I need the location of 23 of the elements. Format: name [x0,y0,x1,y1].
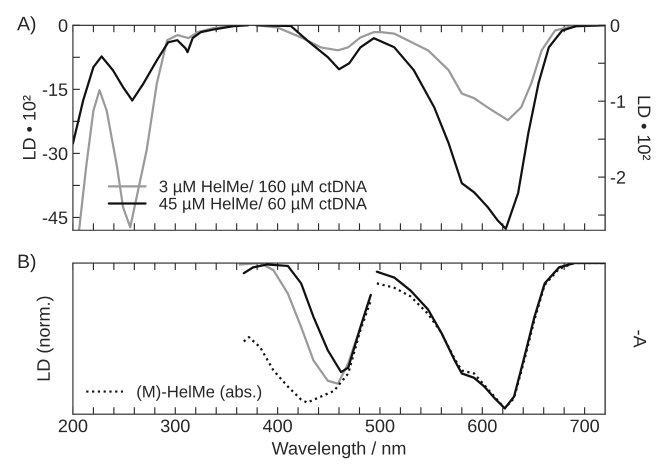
x-tick-label: 300 [160,420,190,432]
y-tick-label: -15 [42,83,68,96]
y-tick-label: 0 [58,19,68,32]
chart-title: A) [17,16,36,34]
x-tick-label: 700 [570,420,599,432]
y-axis-title: LD (norm.) [36,296,54,380]
y-tick-label: -45 [42,212,68,224]
legend-label: (M)-HelMe (abs.) [137,385,262,401]
x-tick-label: 400 [262,420,292,432]
legend-label: 45 µM HelMe/ 60 µM ctDNA [159,197,367,213]
x-tick-label: 200 [58,420,88,432]
y-axis-title: LD • 10² [22,95,36,160]
chart-title: B) [18,254,36,272]
y-tick-label: -30 [42,147,68,160]
legend-label: 3 µM HelMe/ 160 µM ctDNA [159,180,367,196]
y2-axis-title: LD • 10² [638,96,651,160]
y2-tick-label: -1 [610,95,626,108]
x-tick-label: 500 [366,420,394,432]
y2-tick-label: -2 [610,171,626,184]
y2-tick-label: 0 [610,19,620,32]
x-tick-label: 600 [468,420,497,432]
x-axis-title: Wavelength / nm [272,441,406,458]
y2-axis-title: -A [634,330,646,348]
